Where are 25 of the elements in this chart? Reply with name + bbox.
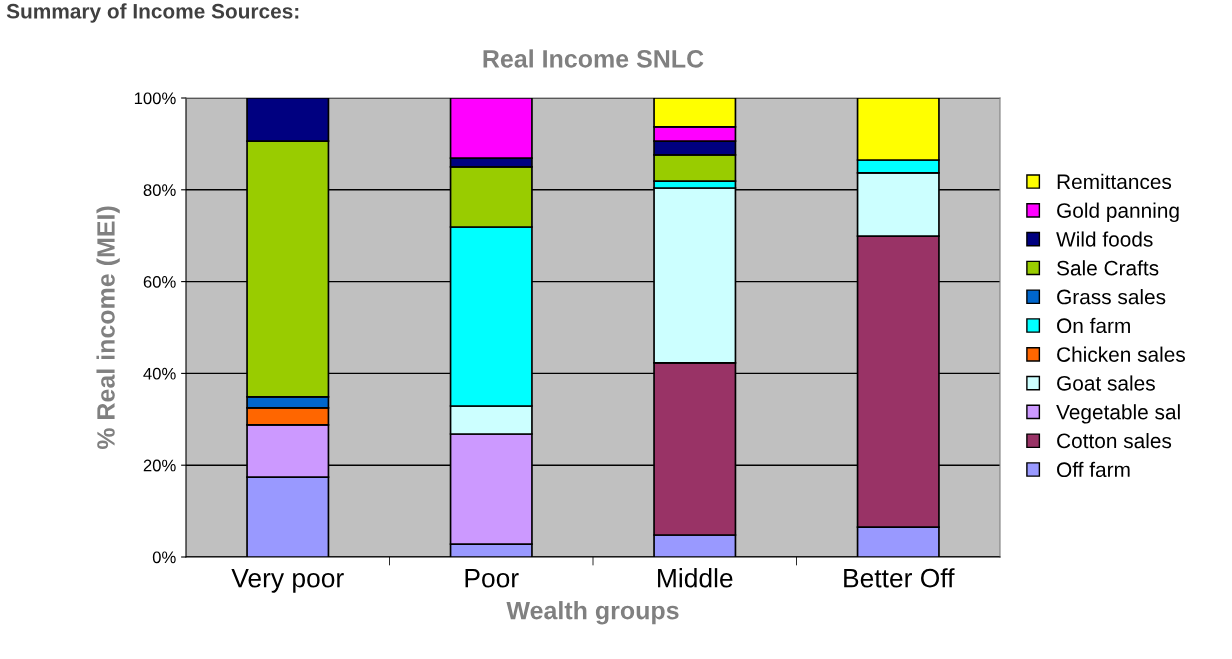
text: Summary of Income Sources: [6,3,299,23]
x-tick-label: Middle [658,568,733,588]
legend-label: Goat sales [1057,375,1155,391]
chart-title: Real Income SNLC [483,49,704,68]
y-tick-label: 40% [143,367,176,380]
legend-label: On farm [1057,317,1130,334]
legend-label: Cotton sales [1057,432,1172,449]
legend-label: Remittances [1057,173,1172,190]
legend-label: Grass sales [1057,288,1166,305]
legend-label: Gold panning [1057,202,1179,223]
y-axis-title: % Real income (MEI) [96,206,120,450]
y-tick-label: 20% [143,459,176,472]
x-tick-label: Better Off [844,568,955,588]
legend-label: Chicken sales [1057,346,1185,362]
y-tick-label: 0% [152,551,176,564]
legend-label: Off farm [1057,461,1130,478]
y-tick-label: 60% [143,276,176,288]
y-tick-label: 100% [134,92,176,105]
x-tick-label: Poor [465,569,519,588]
y-tick-label: 80% [143,184,176,196]
x-axis-title: Wealth groups [506,601,679,625]
legend-label: Wild foods [1056,231,1153,247]
legend-label: Sale Crafts [1057,260,1159,276]
x-tick-label: Very poor [231,569,344,593]
legend-label: Vegetable sal [1056,404,1180,424]
